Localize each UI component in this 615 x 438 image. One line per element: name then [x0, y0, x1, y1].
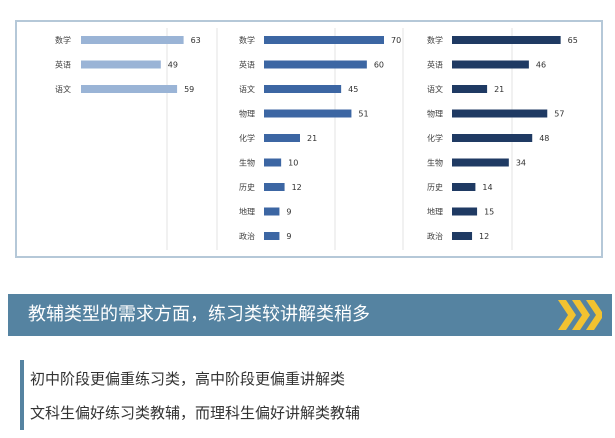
bar: [264, 60, 367, 69]
category-label: 生物: [239, 158, 255, 168]
data-label: 12: [292, 183, 302, 192]
category-label: 英语: [239, 60, 255, 70]
category-label: 数学: [239, 35, 255, 45]
bar: [452, 232, 473, 240]
chart-panel: 数学 63 英语 49 语文 59 数学 70 英语 60 语文 45 物理 51 化学 21 生物 10 历史 12…: [15, 20, 603, 258]
bar: [264, 158, 282, 167]
data-label: 63: [191, 36, 201, 45]
category-label: 地理: [239, 207, 255, 217]
bar: [452, 36, 561, 44]
bar: [264, 232, 280, 240]
category-label: 历史: [427, 182, 443, 192]
category-label: 数学: [55, 35, 71, 45]
category-label: 政治: [427, 231, 443, 241]
banner-title: 教辅类型的需求方面，练习类较讲解类稍多: [28, 304, 370, 325]
category-label: 政治: [239, 231, 255, 241]
bar: [264, 134, 300, 142]
bar: [264, 36, 384, 44]
note-line: 文科生偏好练习类教辅，而理科生偏好讲解类教辅: [30, 404, 361, 422]
bar: [81, 60, 161, 69]
data-label: 70: [391, 36, 401, 45]
category-label: 物理: [239, 109, 255, 119]
data-label: 9: [286, 232, 291, 241]
data-label: 10: [288, 159, 298, 168]
data-label: 49: [168, 61, 178, 70]
bar: [452, 60, 529, 69]
data-label: 14: [482, 183, 492, 192]
data-label: 60: [374, 61, 384, 70]
data-label: 21: [494, 85, 504, 94]
data-label: 15: [484, 208, 494, 217]
bar: [452, 207, 478, 216]
bar: [452, 109, 548, 118]
data-label: 59: [184, 85, 194, 94]
data-label: 21: [307, 134, 317, 143]
category-label: 英语: [55, 60, 71, 70]
category-label: 英语: [427, 60, 443, 70]
note-line: 初中阶段更偏重练习类，高中阶段更偏重讲解类: [30, 370, 346, 388]
bar: [264, 183, 285, 191]
category-label: 数学: [427, 35, 443, 45]
notes-accent-bar: [20, 360, 24, 430]
category-label: 地理: [427, 207, 443, 217]
category-label: 语文: [427, 84, 443, 94]
data-label: 57: [554, 110, 564, 119]
category-label: 历史: [239, 182, 255, 192]
data-label: 65: [568, 36, 578, 45]
bar: [452, 183, 476, 191]
chevron-right-icon: [558, 300, 602, 330]
bar: [264, 85, 342, 93]
category-label: 语文: [239, 84, 255, 94]
data-label: 46: [536, 61, 546, 70]
data-label: 48: [539, 134, 549, 143]
bar: [264, 207, 280, 216]
bar: [452, 158, 509, 167]
category-label: 化学: [239, 133, 255, 143]
data-label: 9: [286, 208, 291, 217]
category-label: 化学: [427, 133, 443, 143]
category-label: 生物: [427, 158, 443, 168]
bar: [452, 85, 488, 93]
bar: [264, 109, 352, 118]
summary-banner: 教辅类型的需求方面，练习类较讲解类稍多: [8, 294, 612, 336]
bar: [81, 85, 178, 93]
bar: [452, 134, 533, 142]
bar-charts: 数学 63 英语 49 语文 59 数学 70 英语 60 语文 45 物理 51 化学 21 生物 10 历史 12…: [55, 28, 578, 250]
data-label: 45: [348, 85, 358, 94]
category-label: 语文: [55, 84, 71, 94]
bar: [81, 36, 184, 44]
data-label: 34: [516, 159, 526, 168]
category-label: 物理: [427, 109, 443, 119]
data-label: 51: [358, 110, 368, 119]
data-label: 12: [479, 232, 489, 241]
